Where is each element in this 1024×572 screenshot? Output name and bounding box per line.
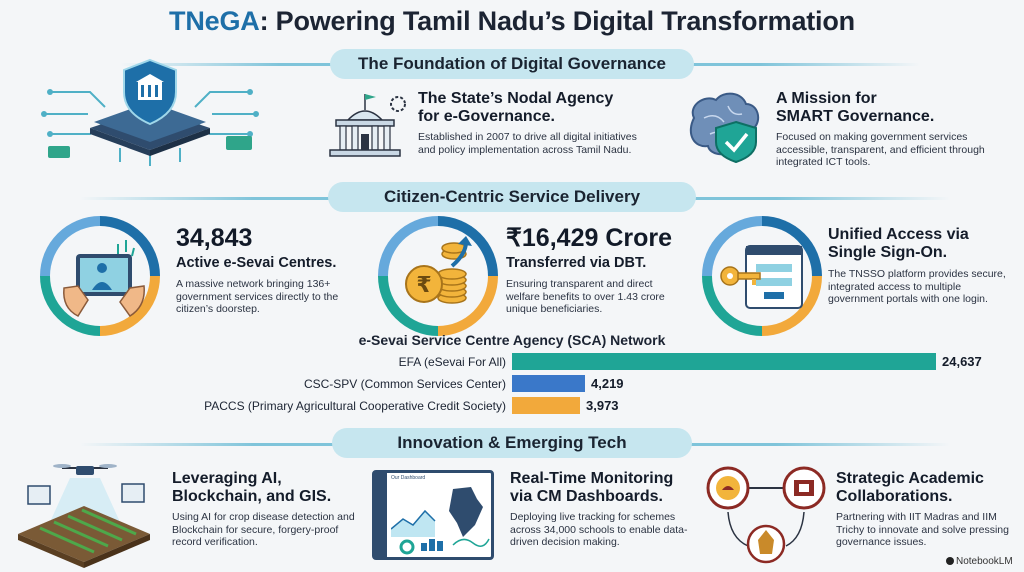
mission-desc: Focused on making government services ac… — [776, 131, 985, 168]
chart-title: e-Sevai Service Centre Agency (SCA) Netw… — [358, 332, 666, 348]
sca-bar-chart: EFA (eSevai For All) 24,637 CSC-SPV (Commo… — [16, 353, 1016, 419]
key-login-icon — [720, 245, 803, 309]
notebooklm-icon — [946, 557, 954, 566]
dbt-desc: Ensuring transparent and direct welfare … — [506, 278, 665, 315]
drone-farm-icon — [18, 464, 150, 568]
esevai-desc: A massive network bringing 136+ governme… — [176, 278, 339, 315]
section-citizen-header: Citizen-Centric Service Delivery — [328, 182, 696, 212]
esevai-subtitle: Active e-Sevai Centres. — [176, 255, 337, 271]
page-title: TNeGA: Powering Tamil Nadu’s Digital Tra… — [0, 6, 1024, 37]
ai-heading-1: Leveraging AI, — [172, 470, 282, 487]
academic-logos-icon — [706, 466, 826, 564]
title-rest: : Powering Tamil Nadu’s Digital Transfor… — [259, 6, 856, 36]
sso-heading-2: Single Sign-On. — [828, 244, 948, 261]
mission-heading-1: A Mission for — [776, 90, 877, 107]
dashboard-desc: Deploying live tracking for schemes acro… — [510, 511, 688, 548]
section-innovation-header: Innovation & Emerging Tech — [332, 428, 692, 458]
tablet-hands-icon — [63, 240, 145, 318]
notebooklm-footer: NotebookLM — [946, 556, 1013, 567]
nodal-desc: Established in 2007 to drive all digital… — [418, 131, 637, 156]
ai-desc: Using AI for crop disease detection and … — [172, 511, 355, 548]
dashboard-screen-icon: Our Dashboard — [372, 470, 494, 560]
academic-heading-2: Collaborations. — [836, 488, 953, 505]
bar — [512, 397, 580, 414]
sso-heading-1: Unified Access via — [828, 226, 969, 243]
dbt-subtitle: Transferred via DBT. — [506, 255, 647, 271]
section-foundation-header: The Foundation of Digital Governance — [330, 49, 694, 79]
bar-value-label: 4,219 — [591, 376, 624, 391]
bar-label: CSC-SPV (Common Services Center) — [303, 377, 506, 391]
bar-value-label: 24,637 — [942, 354, 982, 369]
nodal-heading-1: The State’s Nodal Agency — [418, 90, 614, 107]
academic-block: Strategic Academic Collaborations. Partn… — [836, 470, 1021, 549]
government-building-icon — [329, 94, 406, 157]
ai-heading-2: Blockchain, and GIS. — [172, 488, 332, 505]
dbt-number: ₹16,429 Crore — [506, 224, 673, 252]
esevai-block: 34,843 Active e-Sevai Centres. A massive… — [176, 224, 376, 316]
dashboard-heading-1: Real-Time Monitoring — [510, 470, 674, 487]
brain-shield-icon — [689, 92, 760, 164]
dbt-ring: ₹ — [378, 216, 498, 336]
bar-value-label: 3,973 — [586, 398, 619, 413]
dashboard-screen-title: Our Dashboard — [391, 475, 426, 481]
notebooklm-label: NotebookLM — [956, 556, 1013, 567]
dbt-block: ₹16,429 Crore Transferred via DBT. Ensur… — [506, 224, 706, 316]
title-brand: TNeGA — [169, 6, 260, 36]
sso-ring — [702, 216, 822, 336]
academic-desc: Partnering with IIT Madras and IIM Trich… — [836, 511, 1009, 548]
academic-heading-1: Strategic Academic — [836, 470, 984, 487]
esevai-ring — [40, 216, 160, 336]
bar-label: EFA (eSevai For All) — [398, 355, 506, 369]
shield-chip-icon — [41, 58, 259, 166]
nodal-agency-block: The State’s Nodal Agency for e-Governanc… — [418, 90, 658, 156]
bar-label: PACCS (Primary Agricultural Cooperative … — [204, 399, 506, 413]
mission-heading-2: SMART Governance. — [776, 108, 935, 125]
svg-text:₹: ₹ — [416, 273, 431, 298]
bar — [512, 353, 936, 370]
mission-block: A Mission for SMART Governance. Focused … — [776, 90, 1016, 169]
nodal-heading-2: for e-Governance. — [418, 108, 555, 125]
dashboard-heading-2: via CM Dashboards. — [510, 488, 663, 505]
rupee-coins-icon: ₹ — [405, 236, 472, 304]
dashboard-block: Real-Time Monitoring via CM Dashboards. … — [510, 470, 710, 549]
bar — [512, 375, 585, 392]
ai-block: Leveraging AI, Blockchain, and GIS. Usin… — [172, 470, 382, 549]
sso-desc: The TNSSO platform provides secure, inte… — [828, 268, 1006, 305]
esevai-number: 34,843 — [176, 224, 253, 252]
sso-block: Unified Access via Single Sign-On. The T… — [828, 226, 1018, 306]
